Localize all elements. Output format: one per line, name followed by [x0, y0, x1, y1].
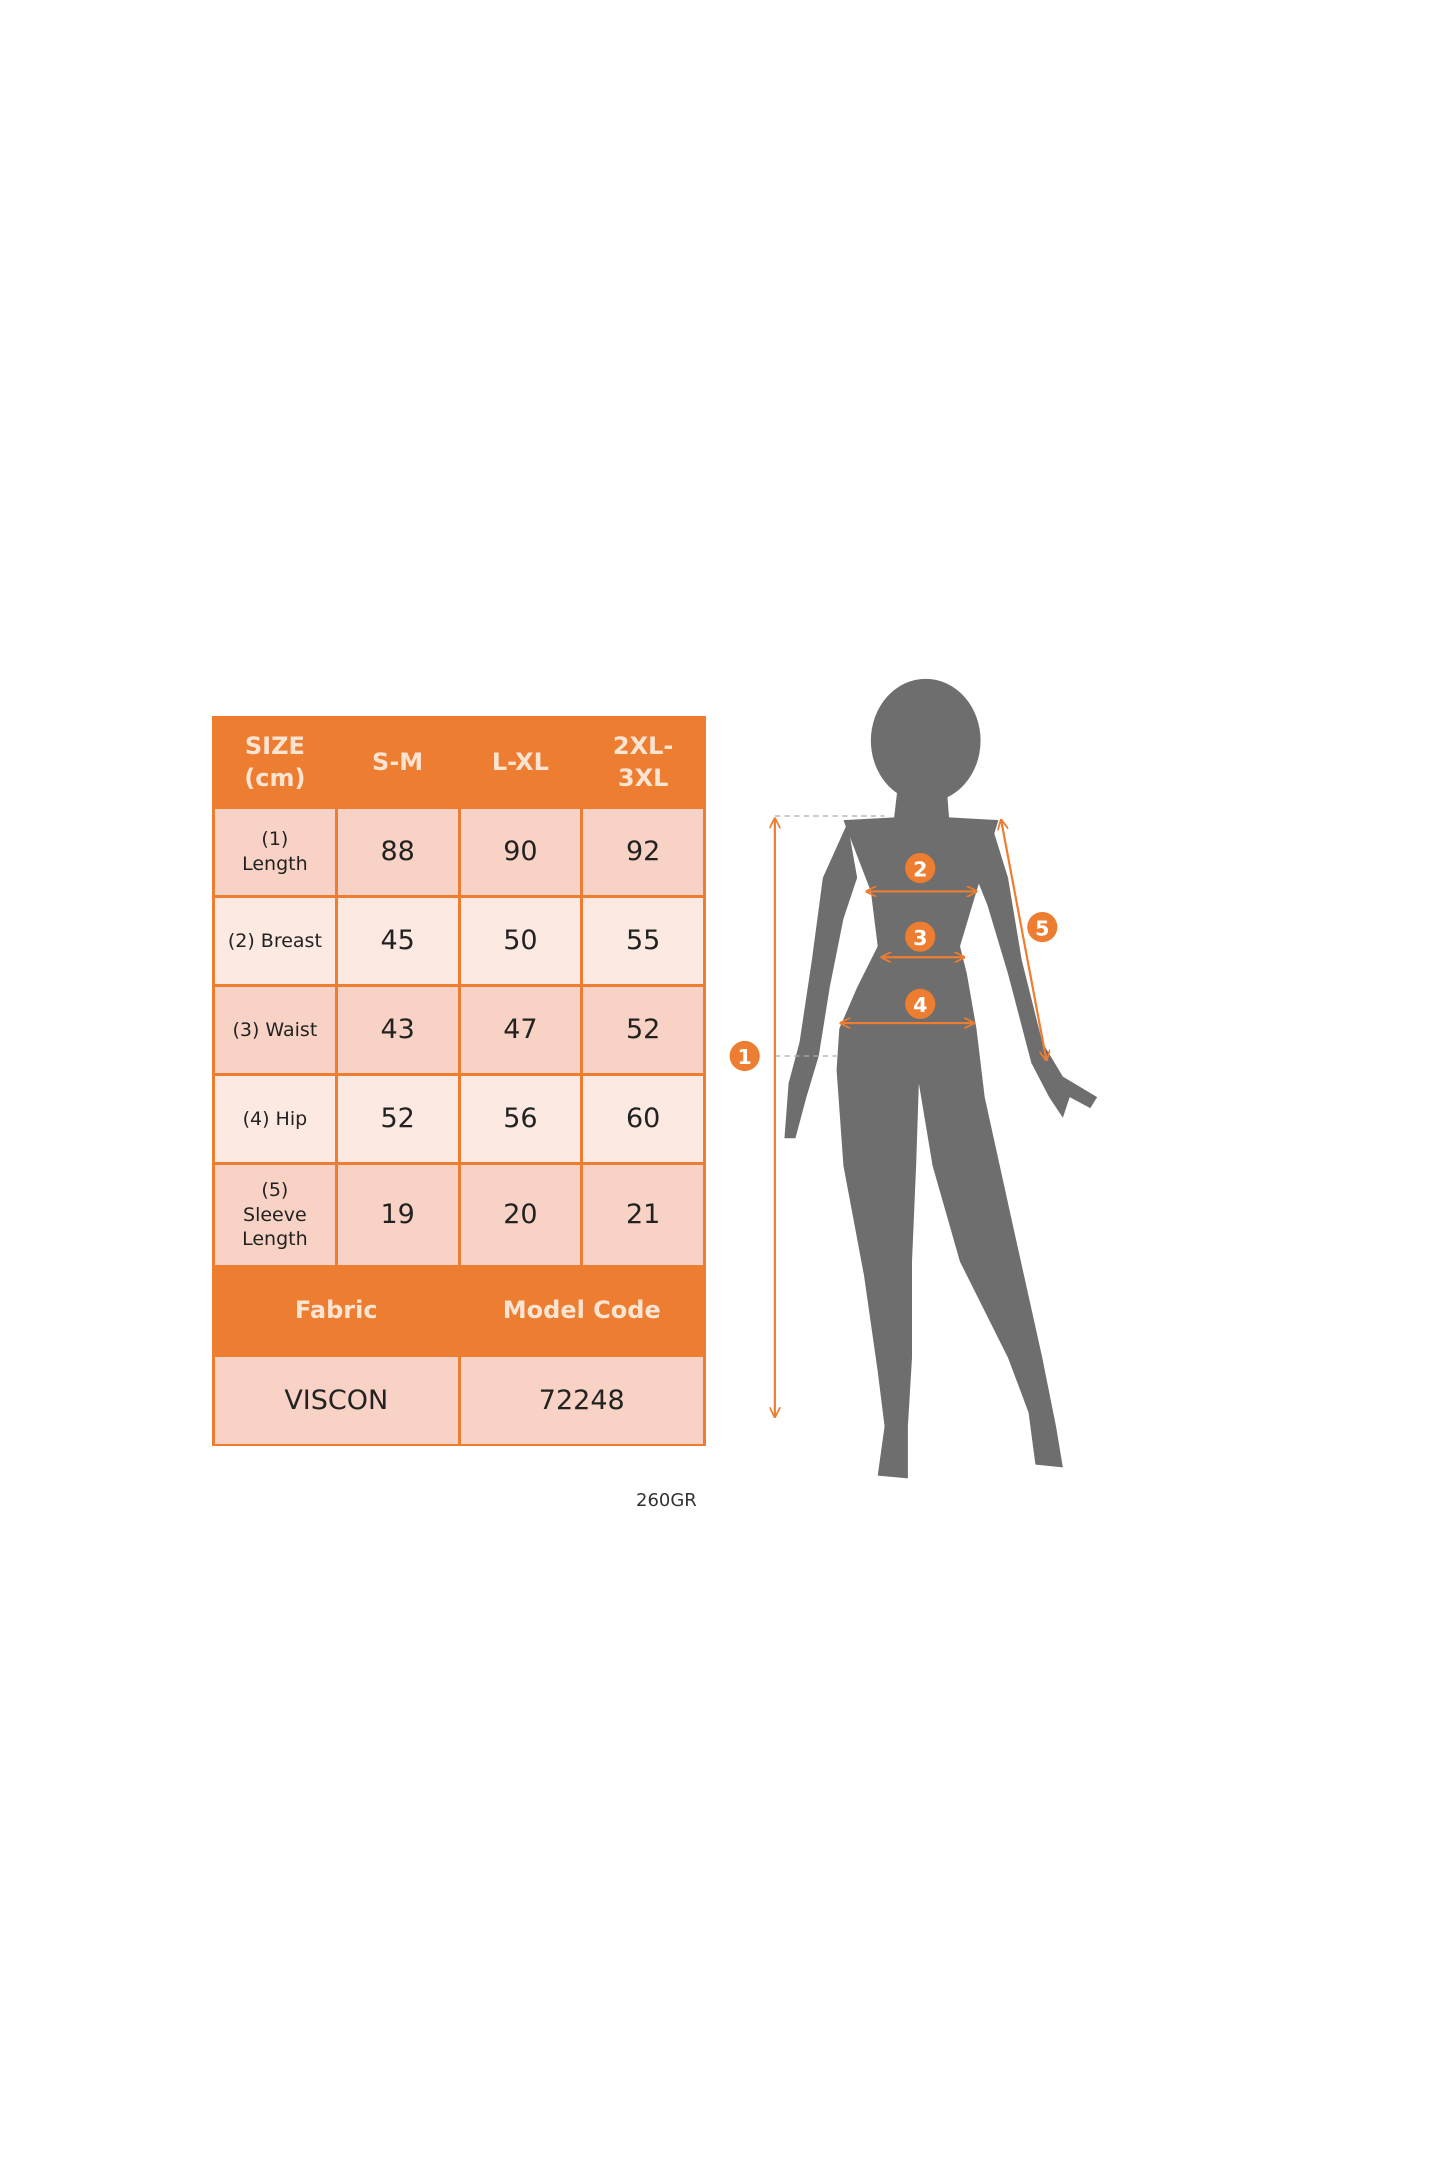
measurement-label: (5) Sleeve Length: [215, 1165, 335, 1265]
measurement-label: (2) Breast: [215, 898, 335, 984]
size-column-header: L-XL: [460, 719, 581, 806]
measurement-value: 56: [460, 1076, 581, 1162]
measurement-value: 45: [337, 898, 458, 984]
svg-text:2: 2: [913, 857, 927, 881]
measurement-value: 52: [583, 987, 703, 1073]
svg-text:5: 5: [1035, 916, 1049, 940]
size-column-header: 2XL- 3XL: [583, 719, 703, 806]
model-code-header: Model Code: [460, 1268, 703, 1354]
measurement-value: 21: [583, 1165, 703, 1265]
fabric-header: Fabric: [215, 1268, 458, 1354]
svg-text:4: 4: [913, 993, 927, 1017]
measurement-value: 92: [583, 809, 703, 895]
measurement-value: 88: [337, 809, 458, 895]
size-column-header: S-M: [337, 719, 458, 806]
measurement-label: (1) Length: [215, 809, 335, 895]
measurement-value: 20: [460, 1165, 581, 1265]
marker-5: 5: [1027, 912, 1058, 943]
measurement-value: 43: [337, 987, 458, 1073]
measurement-value: 47: [460, 987, 581, 1073]
svg-text:1: 1: [738, 1045, 752, 1069]
svg-text:3: 3: [913, 926, 927, 950]
marker-3: 3: [905, 921, 936, 952]
woman-silhouette: [784, 678, 1098, 1479]
marker-4: 4: [905, 988, 936, 1019]
measurement-value: 60: [583, 1076, 703, 1162]
weight-note: 260GR: [636, 1490, 697, 1511]
model-code-value: 72248: [460, 1357, 703, 1444]
measurement-label: (3) Waist: [215, 987, 335, 1073]
marker-1: 1: [729, 1040, 760, 1072]
marker-2: 2: [905, 853, 936, 884]
measurement-label: (4) Hip: [215, 1076, 335, 1162]
measurement-value: 90: [460, 809, 581, 895]
measurement-value: 50: [460, 898, 581, 984]
fabric-value: VISCON: [215, 1357, 458, 1444]
measurement-value: 55: [583, 898, 703, 984]
measurement-value: 52: [337, 1076, 458, 1162]
sleeve-arrow: [1001, 820, 1046, 1060]
size-header: SIZE (cm): [215, 719, 335, 806]
size-chart-table: SIZE (cm) S-M L-XL 2XL- 3XL (1) Length 88 90 92…: [212, 716, 706, 1446]
measurement-value: 19: [337, 1165, 458, 1265]
